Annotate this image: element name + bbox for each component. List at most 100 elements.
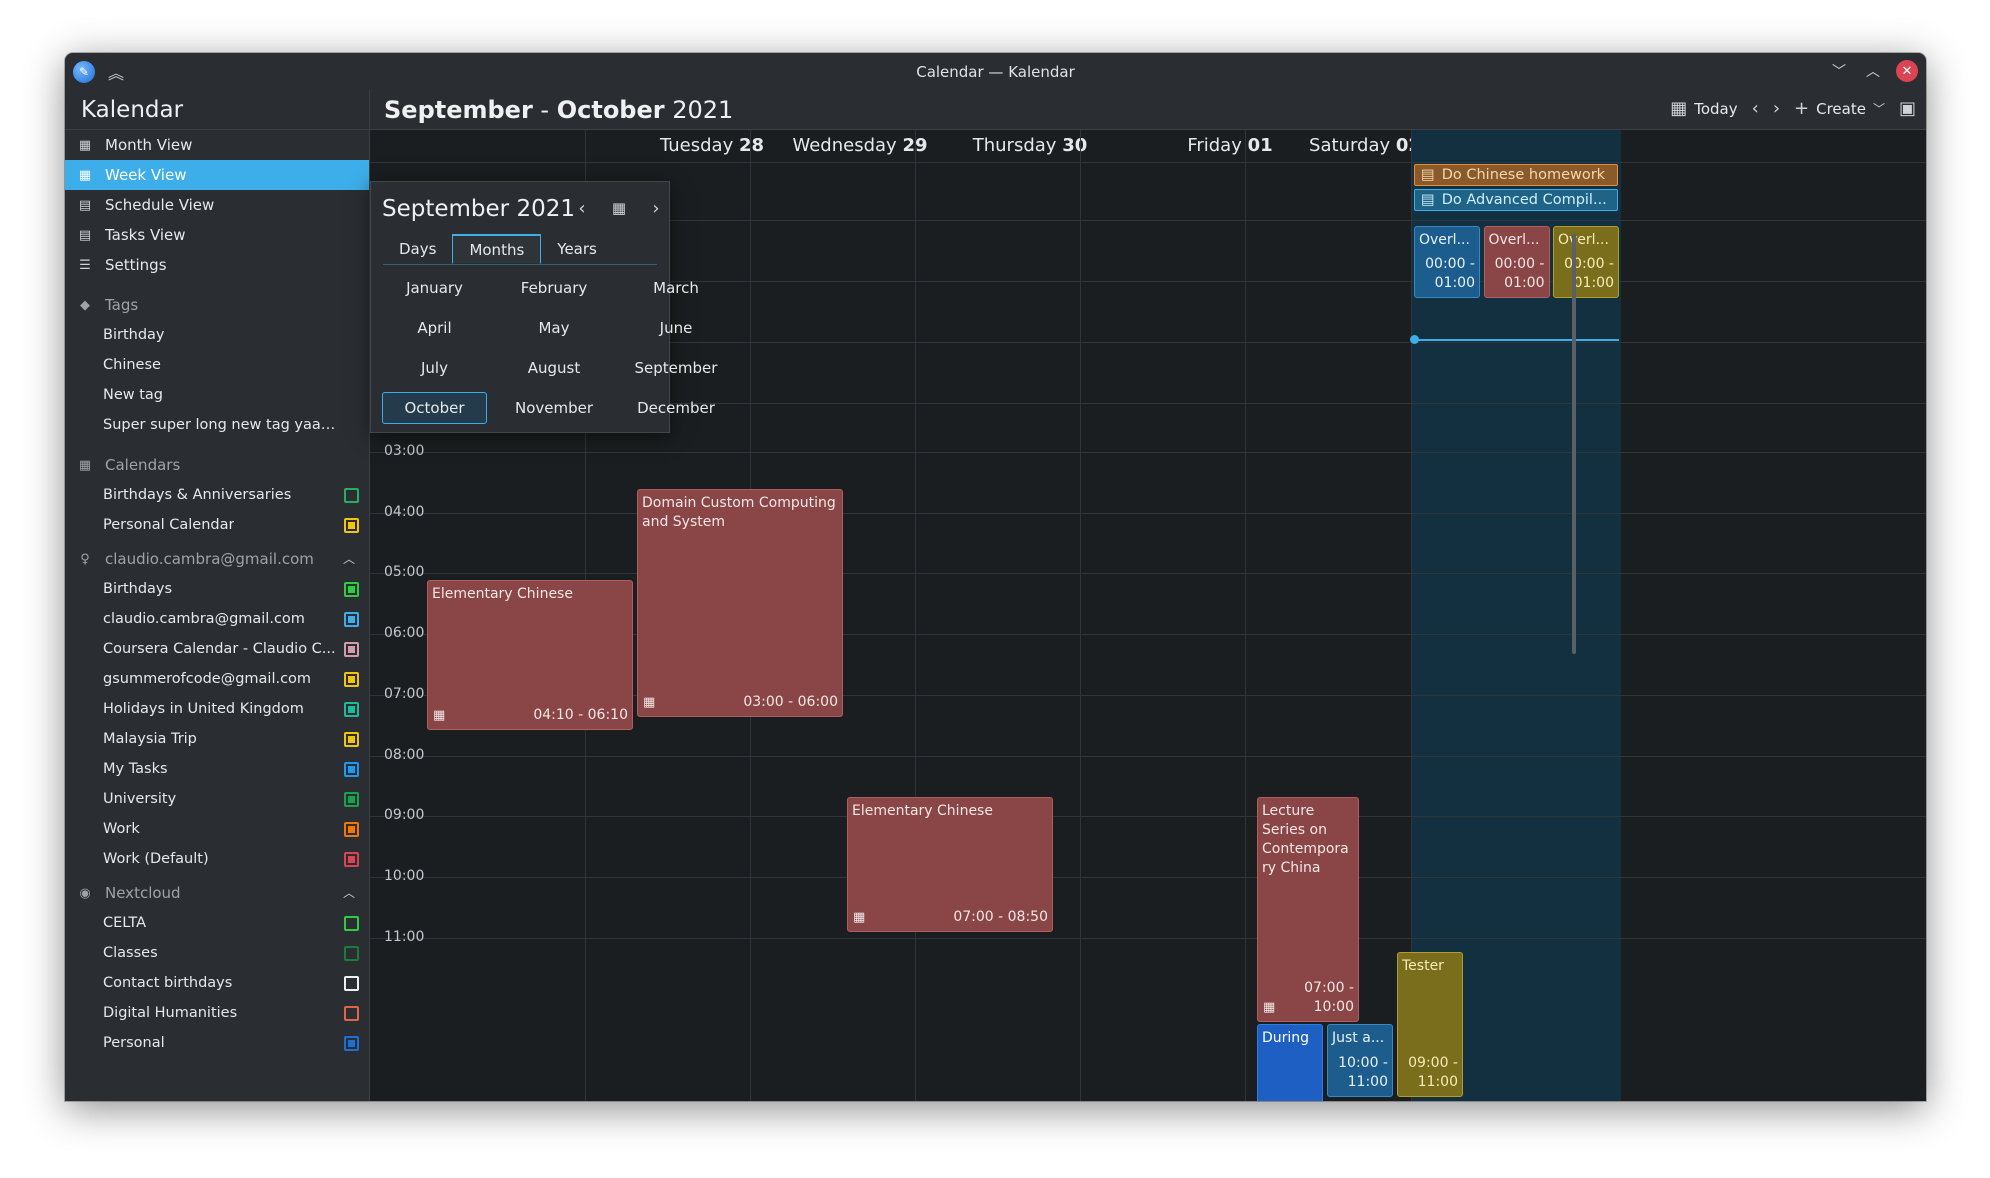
previous-week-button[interactable]: ‹ <box>1752 98 1759 119</box>
picker-tab-months[interactable]: Months <box>452 234 542 264</box>
app-logo-icon[interactable]: ✎ <box>73 61 95 83</box>
calendar-color-checkbox[interactable] <box>344 792 359 807</box>
event-card[interactable]: Elementary Chinese 07:00 - 08:50 ▦ <box>847 797 1053 932</box>
calendar-color-checkbox[interactable] <box>344 702 359 717</box>
calendar-color-checkbox[interactable] <box>344 732 359 747</box>
picker-month-october[interactable]: October <box>382 392 487 424</box>
picker-month-january[interactable]: January <box>406 279 463 297</box>
picker-month-august[interactable]: August <box>527 359 581 377</box>
gmail-section-header[interactable]: ♀ claudio.cambra@gmail.com ︿ <box>65 544 369 574</box>
calendar-color-checkbox[interactable] <box>344 762 359 777</box>
calendar-item[interactable]: Birthdays <box>65 574 369 604</box>
day-header-wednesday[interactable]: Wednesday 29 <box>790 135 930 156</box>
picker-month-june[interactable]: June <box>659 319 693 337</box>
event-card[interactable]: Overl... 00:00 - 01:00 <box>1483 226 1550 298</box>
tag-item[interactable]: New tag <box>65 380 369 410</box>
tag-item[interactable]: Birthday <box>65 320 369 350</box>
calendar-item[interactable]: Holidays in United Kingdom <box>65 694 369 724</box>
tag-item[interactable]: Chinese <box>65 350 369 380</box>
picker-tab-days[interactable]: Days <box>399 240 437 258</box>
calendar-item[interactable]: Personal <box>65 1028 369 1058</box>
calendar-color-checkbox[interactable] <box>344 976 359 991</box>
collapse-chevron-icon[interactable]: ︿ <box>342 552 355 566</box>
day-header-friday[interactable]: Friday 01 <box>1160 135 1300 156</box>
close-button[interactable]: ✕ <box>1896 60 1918 82</box>
calendar-item[interactable]: gsummerofcode@gmail.com <box>65 664 369 694</box>
week-view: September - October 2021 ▦ Today ‹ › + C… <box>370 90 1926 1101</box>
calendar-item[interactable]: University <box>65 784 369 814</box>
picker-tab-years[interactable]: Years <box>557 240 597 258</box>
calendar-color-checkbox[interactable] <box>344 672 359 687</box>
calendar-color-checkbox[interactable] <box>344 488 359 503</box>
picker-month-march[interactable]: March <box>653 279 699 297</box>
event-card[interactable]: Overl... 00:00 - 01:00 <box>1553 226 1619 298</box>
day-header-thursday[interactable]: Thursday 30 <box>960 135 1100 156</box>
calendar-item[interactable]: claudio.cambra@gmail.com <box>65 604 369 634</box>
calendar-color-checkbox[interactable] <box>344 822 359 837</box>
calendar-item[interactable]: Contact birthdays <box>65 968 369 998</box>
picker-month-april[interactable]: April <box>417 319 452 337</box>
collapse-chevron-icon[interactable]: ︿ <box>342 886 355 900</box>
calendar-label: Personal Calendar <box>103 517 235 533</box>
sidebar-toggle-button[interactable]: ▣ <box>1899 98 1916 119</box>
calendar-color-checkbox[interactable] <box>344 582 359 597</box>
section-label: claudio.cambra@gmail.com <box>105 550 314 568</box>
all-day-event[interactable]: ▤ Do Chinese homework <box>1414 164 1618 186</box>
picker-prev-button[interactable]: ‹ <box>571 196 593 220</box>
nextcloud-section-header[interactable]: ◉ Nextcloud ︿ <box>65 878 369 908</box>
keep-above-icon[interactable]: ︽ <box>107 64 124 83</box>
time-grid[interactable]: 03:00 04:00 05:00 06:00 07:00 08:00 09:00 10:00… <box>370 130 1926 1101</box>
next-week-button[interactable]: › <box>1773 98 1780 119</box>
calendar-item[interactable]: Work (Default) <box>65 844 369 874</box>
picker-month-november[interactable]: November <box>514 399 594 417</box>
event-card[interactable]: Domain Custom Computing and System 03:00 … <box>637 489 843 717</box>
calendar-item[interactable]: Malaysia Trip <box>65 724 369 754</box>
calendar-color-checkbox[interactable] <box>344 946 359 961</box>
picker-month-february[interactable]: February <box>520 279 588 297</box>
day-header-tuesday[interactable]: Tuesday 28 <box>642 135 782 156</box>
chevron-down-icon: ﹀ <box>1872 102 1885 116</box>
picker-month-december[interactable]: December <box>637 399 715 417</box>
calendar-color-checkbox[interactable] <box>344 852 359 867</box>
event-card[interactable]: Just a... 10:00 - 11:00 <box>1327 1024 1393 1097</box>
calendar-item[interactable]: CELTA <box>65 908 369 938</box>
calendar-item[interactable]: Digital Humanities <box>65 998 369 1028</box>
calendar-color-checkbox[interactable] <box>344 518 359 533</box>
tag-item[interactable]: Super super long new tag yaaaaaa... <box>65 410 369 440</box>
nav-tasks-view[interactable]: ▤ Tasks View <box>65 220 369 250</box>
picker-month-july[interactable]: July <box>421 359 448 377</box>
calendar-color-checkbox[interactable] <box>344 612 359 627</box>
event-card[interactable]: Elementary Chinese 04:10 - 06:10 ▦ <box>427 580 633 730</box>
event-card[interactable]: Tester 09:00 - 11:00 <box>1397 952 1463 1097</box>
vertical-scrollbar[interactable] <box>1572 234 1576 654</box>
today-label: Today <box>1694 99 1738 118</box>
picker-today-button[interactable]: ▦ <box>608 196 630 220</box>
calendar-color-checkbox[interactable] <box>344 1006 359 1021</box>
today-button[interactable]: ▦ Today <box>1670 98 1737 119</box>
picker-month-may[interactable]: May <box>538 319 570 337</box>
calendar-item[interactable]: Personal Calendar <box>65 510 369 540</box>
nav-settings[interactable]: ☰ Settings <box>65 250 369 280</box>
event-card[interactable]: Overl... 00:00 - 01:00 <box>1414 226 1480 298</box>
minimize-button[interactable]: ﹀ <box>1832 64 1846 80</box>
maximize-button[interactable]: ︿ <box>1866 64 1880 80</box>
event-time: 07:00 - 10:00 <box>1304 979 1354 1017</box>
calendar-item[interactable]: Classes <box>65 938 369 968</box>
event-card[interactable]: Lecture Series on Contempora ry China 07:… <box>1257 797 1359 1022</box>
calendar-item[interactable]: My Tasks <box>65 754 369 784</box>
nav-month-view[interactable]: ▦ Month View <box>65 130 369 160</box>
chevron-left-icon: ‹ <box>1751 98 1759 119</box>
calendar-item[interactable]: Work <box>65 814 369 844</box>
create-button[interactable]: + Create ﹀ <box>1794 98 1885 119</box>
calendar-color-checkbox[interactable] <box>344 642 359 657</box>
event-card[interactable]: During <box>1257 1024 1323 1101</box>
calendar-color-checkbox[interactable] <box>344 916 359 931</box>
calendar-color-checkbox[interactable] <box>344 1036 359 1051</box>
all-day-event[interactable]: ▤ Do Advanced Compil... <box>1414 189 1618 211</box>
calendar-item[interactable]: Coursera Calendar - Claudio C... <box>65 634 369 664</box>
nav-week-view[interactable]: ▦ Week View <box>65 160 369 190</box>
picker-next-button[interactable]: › <box>645 196 667 220</box>
nav-schedule-view[interactable]: ▤ Schedule View <box>65 190 369 220</box>
calendar-item[interactable]: Birthdays & Anniversaries <box>65 480 369 510</box>
picker-month-september[interactable]: September <box>634 359 718 377</box>
